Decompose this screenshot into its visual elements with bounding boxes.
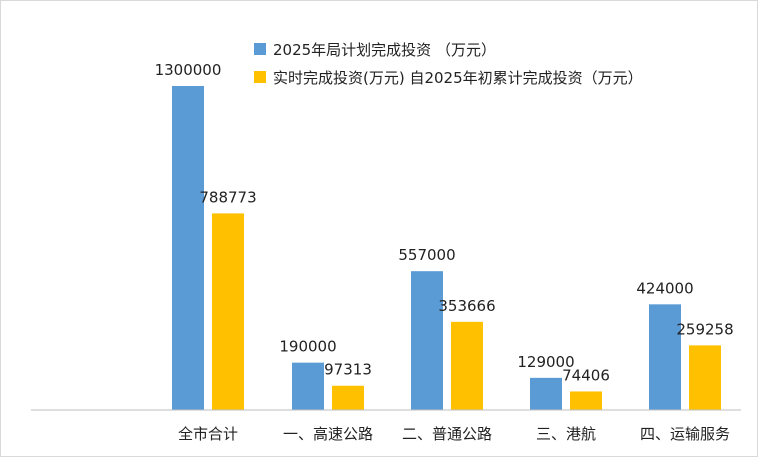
value-label-plan-2: 557000: [398, 246, 455, 264]
value-label-actual-2: 353666: [438, 297, 495, 315]
value-label-actual-4: 259258: [676, 320, 733, 338]
category-label-4: 四、运输服务: [640, 425, 730, 443]
bars-layer: [172, 86, 721, 410]
bar-plan-1: [292, 362, 324, 410]
legend-swatch-plan: [254, 43, 266, 55]
bar-actual-3: [570, 391, 602, 410]
value-label-plan-0: 1300000: [155, 61, 222, 79]
category-label-1: 一、高速公路: [283, 425, 373, 443]
legend-label-plan: 2025年局计划完成投资 （万元）: [273, 41, 496, 59]
bar-actual-0: [212, 213, 244, 410]
bar-plan-3: [530, 377, 562, 410]
value-label-plan-1: 190000: [279, 338, 336, 356]
value-label-plan-3: 129000: [517, 353, 574, 371]
value-label-actual-0: 788773: [199, 188, 256, 206]
value-label-actual-1: 97313: [324, 361, 372, 379]
value-label-actual-3: 74406: [562, 366, 610, 384]
bar-plan-0: [172, 86, 204, 410]
legend-label-actual: 实时完成投资(万元) 自2025年初累计完成投资（万元）: [273, 69, 643, 87]
bar-plan-4: [649, 304, 681, 410]
legend-swatch-actual: [254, 71, 266, 83]
category-label-2: 二、普通公路: [402, 425, 492, 443]
value-label-plan-4: 424000: [636, 279, 693, 297]
category-label-3: 三、港航: [536, 425, 596, 443]
bar-plan-2: [411, 271, 443, 410]
bar-actual-4: [689, 345, 721, 410]
bar-actual-2: [451, 321, 483, 410]
category-label-0: 全市合计: [178, 425, 238, 443]
legend: 2025年局计划完成投资 （万元） 实时完成投资(万元) 自2025年初累计完成…: [254, 41, 643, 87]
value-labels-layer: 1300000 788773 190000 97313 557000 353666 1290…: [155, 61, 734, 384]
category-labels-layer: 全市合计 一、高速公路 二、普通公路 三、港航 四、运输服务: [178, 425, 730, 443]
bar-actual-1: [332, 385, 364, 410]
